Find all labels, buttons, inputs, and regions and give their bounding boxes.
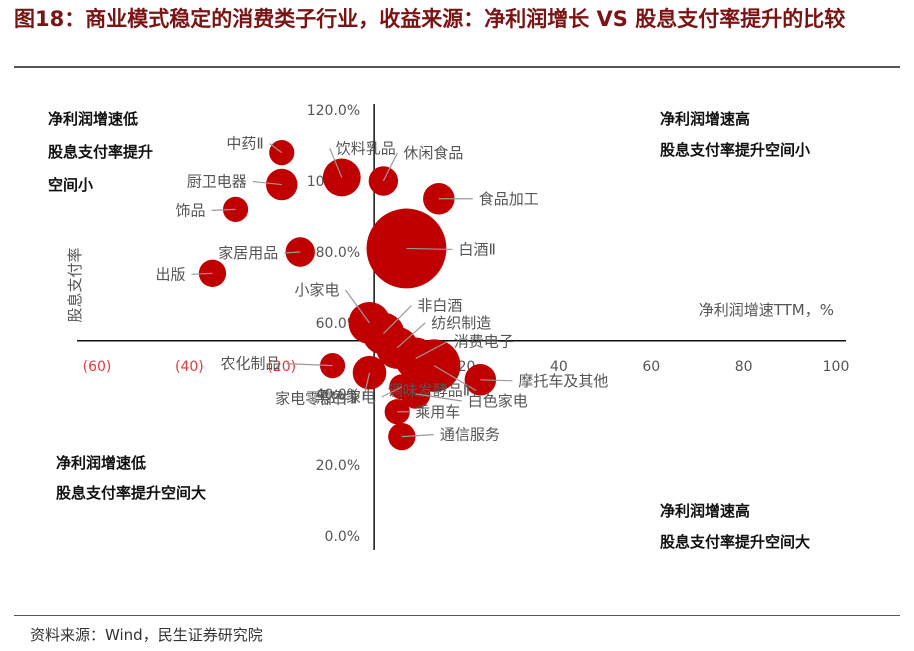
point-label: 调味发酵品Ⅱ [388, 382, 470, 400]
x-tick-label: (60) [83, 359, 112, 375]
leader-line [211, 208, 236, 211]
point-label: 非白酒 [417, 297, 462, 315]
leader-line [284, 251, 301, 254]
bubble [322, 158, 361, 197]
point-label: 饮料乳品 [336, 139, 396, 157]
y-tick-label: 40.0% [316, 387, 360, 403]
y-tick-label: 0.0% [325, 529, 361, 545]
point-label: 家居用品 [218, 244, 278, 262]
x-tick-label: 60 [642, 359, 660, 375]
quadrant-note: 股息支付率提升空间大 [56, 484, 206, 502]
leader-line [396, 322, 426, 349]
quadrant-note: 股息支付率提升 [48, 143, 153, 161]
quadrant-note: 股息支付率提升空间大 [660, 533, 810, 551]
x-tick-label: (20) [267, 359, 296, 375]
leader-line [406, 247, 453, 251]
y-tick-label: 20.0% [316, 458, 360, 474]
title-rule [14, 66, 900, 68]
x-tick-label: (40) [175, 359, 204, 375]
leader-line [401, 434, 434, 438]
y-tick-label: 120.0% [307, 103, 360, 119]
point-label: 休闲食品 [403, 144, 463, 162]
point-label: 白色家电 [468, 392, 528, 410]
quadrant-note: 股息支付率提升空间小 [660, 141, 810, 159]
leader-line [252, 180, 282, 186]
quadrant-note: 净利润增速低 [48, 110, 138, 128]
leader-line [480, 379, 513, 382]
point-label: 食品加工 [479, 190, 539, 208]
y-axis-label: 股息支付率 [66, 247, 84, 322]
leader-line [382, 152, 398, 182]
leader-line [381, 386, 403, 398]
point-label: 摩托车及其他 [518, 372, 608, 390]
point-label: 乘用车 [415, 403, 460, 421]
leader-line [415, 340, 448, 360]
leader-line [382, 305, 412, 335]
x-tick-label: 100 [823, 359, 850, 375]
point-label: 黑色家电 [316, 388, 376, 406]
quadrant-note: 净利润增速高 [660, 110, 750, 128]
leader-line [345, 289, 370, 324]
quadrant-notes: 净利润增速低股息支付率提升空间小净利润增速高股息支付率提升空间小净利润增速低股息… [48, 110, 810, 551]
point-label: 饰品 [176, 201, 206, 219]
point-label: 白酒Ⅱ [458, 240, 495, 258]
source-rule [14, 615, 900, 616]
point-label: 家电零部件Ⅱ [275, 390, 357, 408]
bubble [366, 208, 447, 289]
y-tick-label: 80.0% [316, 245, 360, 261]
x-tick-label: 40 [550, 359, 568, 375]
point-label: 农化制品 [221, 355, 281, 373]
leader-line [415, 393, 462, 402]
leader-line [433, 365, 477, 392]
leader-line [286, 363, 333, 367]
point-label: 厨卫电器 [187, 173, 247, 191]
x-axis-label: 净利润增速TTM，% [699, 301, 834, 319]
quadrant-note: 空间小 [48, 176, 93, 194]
leader-line [329, 148, 343, 178]
leader-line [362, 372, 371, 399]
quadrant-note: 净利润增速高 [660, 502, 750, 520]
figure-title: 图18：商业模式稳定的消费类子行业，收益来源：净利润增长 VS 股息支付率提升的… [14, 7, 846, 31]
leader-line [269, 143, 283, 154]
point-label: 纺织制造 [431, 314, 491, 332]
source-note: 资料来源：Wind，民生证券研究院 [30, 626, 263, 644]
x-tick-label: 80 [735, 359, 753, 375]
point-label: 出版 [155, 265, 185, 283]
point-label: 消费电子 [454, 333, 514, 351]
point-label: 通信服务 [440, 426, 500, 444]
chart-bubbles [198, 140, 497, 451]
quadrant-note: 净利润增速低 [56, 454, 146, 472]
leader-line [191, 272, 213, 275]
bubble [352, 355, 387, 390]
point-label: 小家电 [294, 281, 339, 299]
point-label: 中药Ⅱ [226, 135, 263, 153]
